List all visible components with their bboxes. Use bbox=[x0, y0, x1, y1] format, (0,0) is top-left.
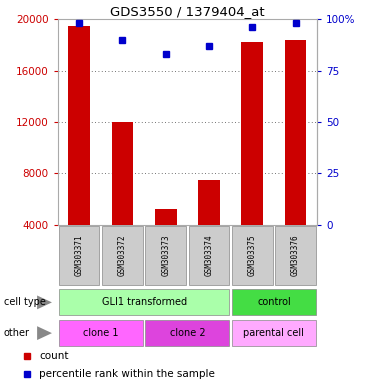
Bar bbox=[59, 290, 229, 315]
Bar bbox=[112, 122, 133, 225]
Text: clone 2: clone 2 bbox=[170, 328, 205, 338]
Bar bbox=[198, 180, 220, 225]
Text: GLI1 transformed: GLI1 transformed bbox=[102, 297, 187, 308]
Bar bbox=[68, 26, 90, 225]
Text: GSM303371: GSM303371 bbox=[75, 235, 83, 276]
Bar bbox=[285, 40, 306, 225]
Bar bbox=[102, 226, 143, 285]
Bar bbox=[59, 320, 143, 346]
Bar bbox=[232, 226, 273, 285]
Text: count: count bbox=[39, 351, 69, 361]
Title: GDS3550 / 1379404_at: GDS3550 / 1379404_at bbox=[110, 5, 265, 18]
Text: percentile rank within the sample: percentile rank within the sample bbox=[39, 369, 215, 379]
Polygon shape bbox=[37, 296, 52, 310]
Bar bbox=[188, 226, 229, 285]
Bar bbox=[59, 226, 99, 285]
Bar bbox=[155, 209, 177, 225]
Text: cell type: cell type bbox=[4, 297, 46, 308]
Text: GSM303372: GSM303372 bbox=[118, 235, 127, 276]
Text: GSM303373: GSM303373 bbox=[161, 235, 170, 276]
Text: control: control bbox=[257, 297, 291, 308]
Bar bbox=[242, 42, 263, 225]
Text: GSM303374: GSM303374 bbox=[204, 235, 213, 276]
Text: clone 1: clone 1 bbox=[83, 328, 119, 338]
Bar bbox=[275, 226, 316, 285]
Bar bbox=[232, 320, 316, 346]
Text: parental cell: parental cell bbox=[243, 328, 304, 338]
Polygon shape bbox=[37, 326, 52, 340]
Bar bbox=[145, 226, 186, 285]
Bar bbox=[232, 290, 316, 315]
Bar bbox=[145, 320, 229, 346]
Text: other: other bbox=[4, 328, 30, 338]
Text: GSM303375: GSM303375 bbox=[248, 235, 257, 276]
Text: GSM303376: GSM303376 bbox=[291, 235, 300, 276]
